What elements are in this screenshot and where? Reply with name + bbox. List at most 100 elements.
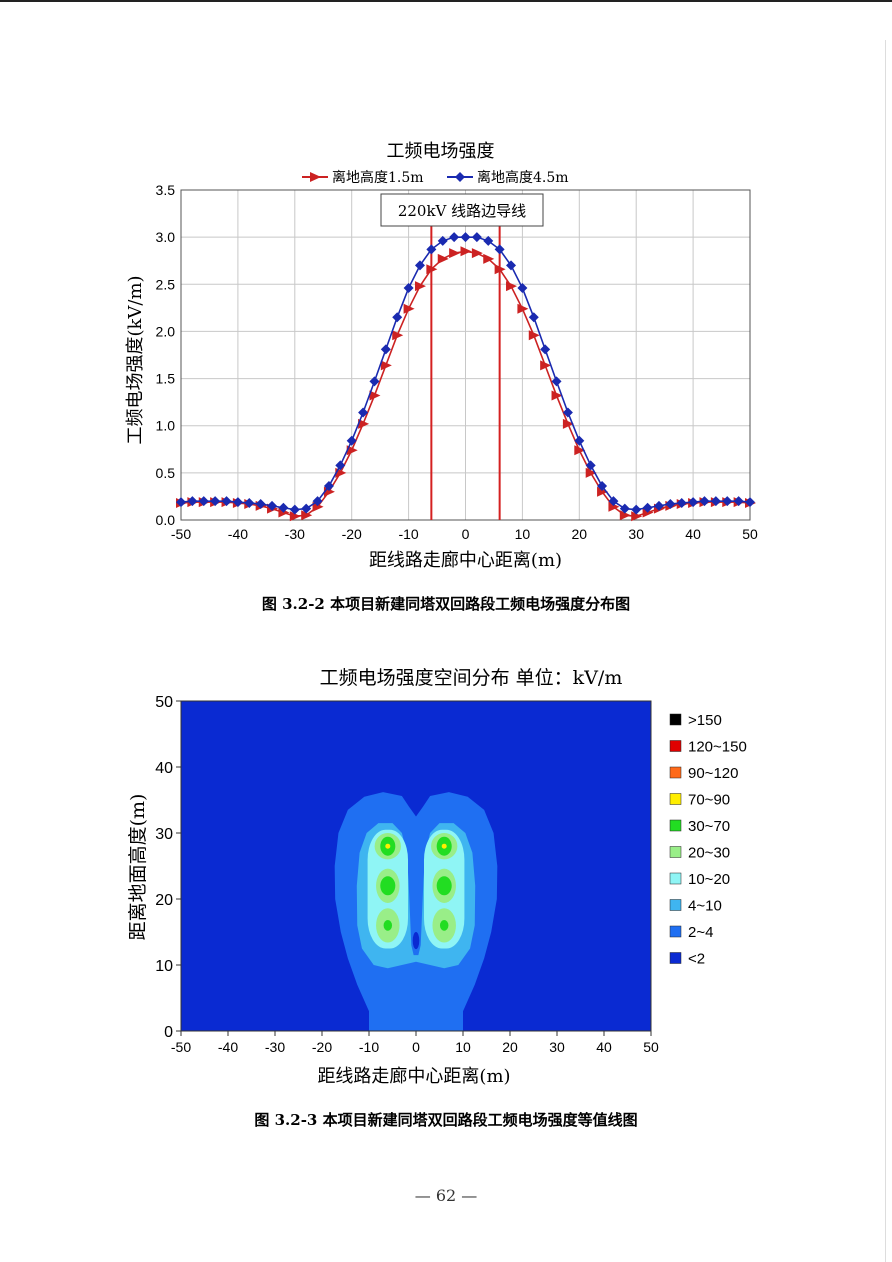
data-point-triangle xyxy=(631,511,643,522)
data-point-diamond xyxy=(722,496,733,507)
data-point-triangle xyxy=(619,510,631,521)
data-point-diamond xyxy=(267,500,278,511)
data-point-triangle xyxy=(471,248,483,259)
y-tick-label: 20 xyxy=(155,892,173,909)
data-point-diamond xyxy=(460,232,471,243)
data-point-diamond xyxy=(608,496,619,507)
y-tick-label: 1.5 xyxy=(156,371,176,387)
data-point-diamond xyxy=(358,407,369,418)
data-point-diamond xyxy=(380,344,391,355)
y-tick-label: 30 xyxy=(155,826,173,843)
data-point-triangle xyxy=(346,445,358,456)
data-point-triangle xyxy=(506,281,518,292)
legend-swatch xyxy=(669,846,682,858)
x-tick-label: -20 xyxy=(312,1039,332,1055)
data-point-diamond xyxy=(176,497,186,508)
data-point-diamond xyxy=(540,344,551,355)
data-point-triangle xyxy=(403,303,415,314)
data-point-triangle xyxy=(585,467,597,478)
x-tick-label: -10 xyxy=(359,1039,379,1055)
data-point-triangle xyxy=(574,445,586,456)
data-point-diamond xyxy=(301,503,312,514)
x-tick-label: -20 xyxy=(342,526,362,542)
line-chart: -50 -40 -30 -20 -10 0 10 20 30 40 50 0.0 0.5 1.0 1.5 2.… xyxy=(125,141,758,571)
data-point-diamond xyxy=(335,460,346,471)
x-tick-label: 30 xyxy=(549,1039,565,1055)
legend: >150 120~150 90~120 70~90 30~70 20~30 10~20 4~1… xyxy=(669,712,747,968)
series-2 xyxy=(176,232,755,515)
contour-low-center xyxy=(412,932,420,950)
legend-label: 离地高度1.5m xyxy=(332,169,424,186)
data-point-triangle xyxy=(426,264,438,275)
y-axis-label: 距离地面高度(m) xyxy=(127,794,149,941)
y-tick-label: 40 xyxy=(155,760,173,777)
x-tick-label: 0 xyxy=(412,1039,420,1055)
data-point-triangle xyxy=(517,303,529,314)
y-tick-label: 0.0 xyxy=(156,512,176,528)
data-point-diamond xyxy=(221,496,232,507)
data-point-diamond xyxy=(312,496,323,507)
y-axis-label: 工频电场强度(kV/m) xyxy=(125,275,146,444)
legend-swatch xyxy=(669,740,682,752)
x-tick-label: 20 xyxy=(572,526,588,542)
figure-caption-2: 图 3.2-3 本项目新建同塔双回路段工频电场强度等值线图 xyxy=(254,1111,638,1129)
x-tick-label: -40 xyxy=(218,1039,238,1055)
data-point-diamond xyxy=(210,496,221,507)
data-point-diamond xyxy=(745,497,755,508)
x-tick-label: -50 xyxy=(171,526,191,542)
top-border xyxy=(0,0,892,2)
data-point-triangle xyxy=(540,360,552,371)
x-tick-label: 30 xyxy=(628,526,644,542)
contour-30-70 xyxy=(380,876,396,896)
y-tick-label: 3.0 xyxy=(156,229,176,245)
data-point-triangle xyxy=(369,390,381,401)
data-point-diamond xyxy=(653,500,664,511)
data-point-diamond xyxy=(642,502,653,513)
legend-swatch xyxy=(669,899,682,911)
legend-swatch xyxy=(669,766,682,779)
legend-swatch xyxy=(669,713,682,726)
data-point-diamond xyxy=(528,312,539,323)
legend-marker-diamond xyxy=(455,172,465,182)
legend-label: 2~4 xyxy=(688,924,713,941)
data-point-diamond xyxy=(676,498,687,509)
x-tick-label: 0 xyxy=(462,526,470,542)
x-tick-label: 10 xyxy=(455,1039,471,1055)
legend-label: 120~150 xyxy=(688,739,747,756)
data-point-triangle xyxy=(380,360,392,371)
data-point-diamond xyxy=(278,502,289,513)
legend-swatch xyxy=(669,925,682,938)
legend-swatch xyxy=(669,793,682,805)
legend-label: >150 xyxy=(688,712,722,729)
data-point-diamond xyxy=(369,376,380,387)
chart-title: 工频电场强度空间分布 单位：kV/m xyxy=(320,667,623,689)
data-point-diamond xyxy=(414,260,425,271)
data-point-diamond xyxy=(232,497,243,508)
data-point-diamond xyxy=(483,235,494,246)
legend-label: 90~120 xyxy=(688,765,738,782)
data-point-triangle xyxy=(528,330,540,341)
data-point-diamond xyxy=(198,496,209,507)
legend-label: <2 xyxy=(688,951,705,968)
y-tick-label: 0.5 xyxy=(156,465,176,481)
legend-label: 4~10 xyxy=(688,898,722,915)
legend-label: 30~70 xyxy=(688,818,730,835)
data-point-triangle xyxy=(392,330,404,341)
data-point-triangle xyxy=(449,248,461,259)
legend-label: 10~20 xyxy=(688,871,730,888)
data-point-diamond xyxy=(665,498,676,509)
contour-70-90 xyxy=(385,843,391,849)
data-point-diamond xyxy=(562,407,573,418)
data-point-triangle xyxy=(483,253,495,264)
x-tick-label: -30 xyxy=(285,526,305,542)
data-point-triangle xyxy=(494,264,506,275)
x-tick-label: -40 xyxy=(228,526,248,542)
data-point-diamond xyxy=(471,232,482,243)
data-point-diamond xyxy=(574,435,585,446)
data-point-diamond xyxy=(244,498,255,509)
data-point-triangle xyxy=(460,246,472,257)
legend: 离地高度1.5m 离地高度4.5m xyxy=(302,169,569,186)
x-tick-label: 10 xyxy=(515,526,531,542)
x-tick-label: -30 xyxy=(265,1039,285,1055)
data-point-triangle xyxy=(312,501,324,512)
